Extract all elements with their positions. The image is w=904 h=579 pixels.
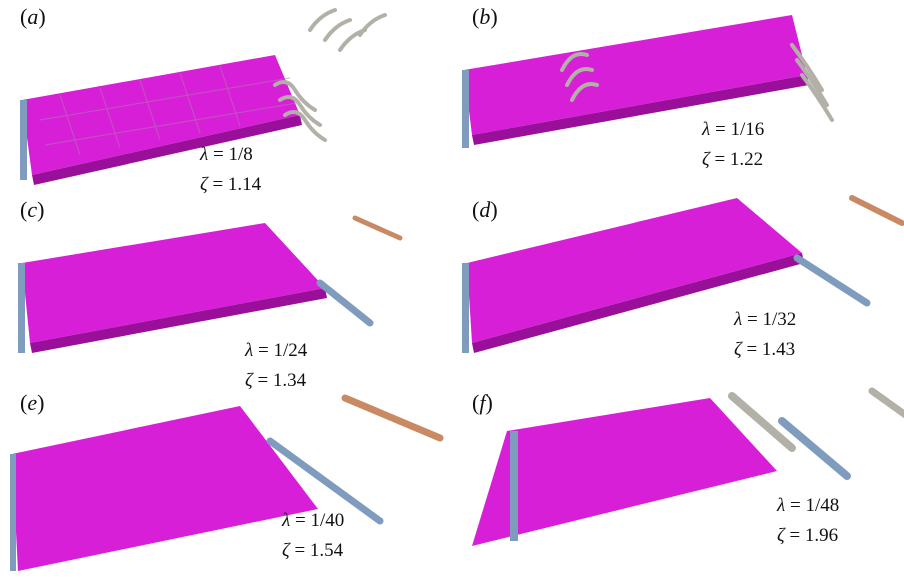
panel-e: (e) λ = 1/40 ζ = 1.54 [0, 386, 452, 579]
panel-f: (f) λ = 1/48 ζ = 1.96 [452, 386, 904, 579]
panel-f-render [472, 387, 904, 546]
panel-c-zeta: 1.34 [272, 370, 307, 391]
panel-e-params: λ = 1/40 ζ = 1.54 [282, 510, 345, 561]
panel-d: (d) λ = 1/32 ζ = 1.43 [452, 193, 904, 386]
panel-b-params: λ = 1/16 ζ = 1.22 [702, 119, 765, 170]
panel-e-label: (e) [20, 390, 45, 415]
panel-c-params: λ = 1/24 ζ = 1.34 [245, 340, 308, 391]
panel-c-render [18, 215, 403, 353]
panel-b-render [462, 15, 834, 148]
panel-a-params: λ = 1/8 ζ = 1.14 [200, 144, 262, 195]
panel-a-render [20, 8, 387, 185]
panel-e-lambda: 1/40 [310, 510, 345, 531]
panel-a-label: (a) [20, 4, 46, 29]
panel-b-label: (b) [472, 4, 498, 29]
panel-f-label: (f) [472, 390, 493, 415]
panel-c-lambda: 1/24 [273, 340, 308, 361]
panel-f-zeta: 1.96 [804, 525, 839, 546]
panel-b-zeta: 1.22 [729, 149, 764, 170]
panel-b-lambda: 1/16 [730, 119, 765, 140]
panel-f-lambda: 1/48 [805, 495, 840, 516]
panel-b: (b) λ = 1/16 ζ = 1.22 [452, 0, 904, 193]
panel-d-lambda: 1/32 [762, 309, 797, 330]
panel-d-label: (d) [472, 197, 498, 222]
panel-e-zeta: 1.54 [309, 540, 344, 561]
panel-a: (a) λ = 1/8 ζ = 1.14 [0, 0, 452, 195]
panel-a-lambda: 1/8 [228, 144, 253, 165]
panel-c: (c) λ = 1/24 ζ = 1.34 [0, 193, 452, 391]
panel-a-zeta: 1.14 [227, 174, 262, 195]
panel-d-params: λ = 1/32 ζ = 1.43 [734, 309, 797, 360]
panel-e-render [10, 394, 444, 571]
panel-c-label: (c) [20, 197, 45, 222]
panel-d-zeta: 1.43 [761, 339, 796, 360]
panel-f-params: λ = 1/48 ζ = 1.96 [777, 495, 840, 546]
panel-d-render [462, 195, 904, 353]
